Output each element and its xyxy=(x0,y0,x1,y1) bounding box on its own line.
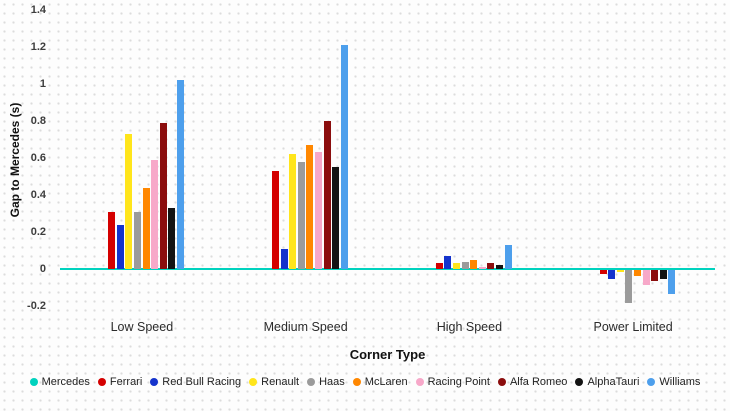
legend-item: Mercedes xyxy=(29,376,90,388)
bar-red-bull-racing xyxy=(444,256,452,269)
y-tick-label: 0.4 xyxy=(30,189,46,201)
bar-renault xyxy=(452,263,460,269)
legend-label: Red Bull Racing xyxy=(162,376,242,388)
bar-ferrari xyxy=(272,170,280,269)
bar-alphatauri xyxy=(495,265,503,269)
bar-racing-point xyxy=(315,152,323,269)
legend-swatch-icon xyxy=(249,378,258,386)
category-label: Power Limited xyxy=(593,320,673,334)
bar-haas xyxy=(134,211,142,269)
legend-item: Williams xyxy=(647,376,700,388)
legend-swatch-icon xyxy=(97,378,106,386)
legend-item: Renault xyxy=(249,376,299,388)
bar-alphatauri xyxy=(168,207,176,269)
legend-swatch-icon xyxy=(415,378,424,386)
bar-renault xyxy=(289,154,297,269)
bar-williams xyxy=(177,80,185,269)
y-tick-label: -0.2 xyxy=(27,300,46,312)
bar-alphatauri xyxy=(659,270,667,280)
category-label: Medium Speed xyxy=(263,320,348,334)
legend-swatch-icon xyxy=(352,378,361,386)
category-label: Low Speed xyxy=(110,320,174,334)
legend-swatch-icon xyxy=(307,378,316,386)
bar-ferrari xyxy=(599,270,607,274)
y-tick-label: 0.2 xyxy=(30,226,46,238)
bar-mclaren xyxy=(306,145,314,269)
plot-area xyxy=(60,10,715,306)
y-axis: -0.2 0 0.2 0.4 0.6 0.8 1 1.2 1.4 xyxy=(0,4,50,312)
zero-baseline xyxy=(60,268,715,270)
bar-renault xyxy=(616,270,624,272)
bar-williams xyxy=(504,244,512,269)
legend-swatch-icon xyxy=(497,378,506,386)
bar-alphatauri xyxy=(332,167,340,269)
y-tick-label: 1.4 xyxy=(30,4,46,16)
legend-label: Mercedes xyxy=(41,376,90,388)
bar-red-bull-racing xyxy=(280,248,288,269)
legend-item: Haas xyxy=(307,376,345,388)
bar-williams xyxy=(340,45,348,269)
legend-item: Ferrari xyxy=(97,376,143,388)
y-tick-label: 0.6 xyxy=(30,152,46,164)
bar-williams xyxy=(668,270,676,295)
bar-ferrari xyxy=(435,263,443,269)
bar-mclaren xyxy=(633,270,641,276)
bar-alfa-romeo xyxy=(159,122,167,269)
legend-label: AlphaTauri xyxy=(587,376,640,388)
legend-label: Alfa Romeo xyxy=(509,376,568,388)
bar-red-bull-racing xyxy=(608,270,616,280)
legend-item: McLaren xyxy=(352,376,408,388)
legend-label: McLaren xyxy=(364,376,408,388)
bar-racing-point xyxy=(642,270,650,285)
bar-haas xyxy=(461,261,469,269)
legend: Mercedes Ferrari Red Bull Racing Renault Haa… xyxy=(0,376,730,388)
bar-red-bull-racing xyxy=(116,224,124,269)
category-label: High Speed xyxy=(436,320,503,334)
x-axis-title: Corner Type xyxy=(349,347,426,362)
legend-item: Red Bull Racing xyxy=(150,376,241,388)
legend-label: Racing Point xyxy=(427,376,490,388)
y-tick-label: 0 xyxy=(39,263,46,275)
bar-ferrari xyxy=(108,211,116,269)
legend-label: Ferrari xyxy=(109,376,143,388)
bar-mclaren xyxy=(142,187,150,269)
bar-racing-point xyxy=(478,267,486,269)
bar-haas xyxy=(297,161,305,269)
y-tick-label: 0.8 xyxy=(30,115,46,127)
legend-label: Renault xyxy=(261,376,300,388)
legend-label: Williams xyxy=(659,376,701,388)
x-axis-category-labels: Low Speed Medium Speed High Speed Power Lim… xyxy=(60,320,715,334)
bar-renault xyxy=(125,133,133,269)
legend-item: Racing Point xyxy=(415,376,490,388)
legend-swatch-icon xyxy=(29,378,38,386)
bar-alfa-romeo xyxy=(487,263,495,269)
bar-alfa-romeo xyxy=(323,121,331,269)
legend-swatch-icon xyxy=(150,378,159,386)
legend-item: AlphaTauri xyxy=(575,376,639,388)
bar-alfa-romeo xyxy=(651,270,659,282)
bar-mclaren xyxy=(470,259,478,269)
bar-haas xyxy=(625,270,633,304)
y-tick-label: 1.2 xyxy=(30,41,46,53)
legend-swatch-icon xyxy=(575,378,584,386)
legend-label: Haas xyxy=(319,376,345,388)
legend-swatch-icon xyxy=(647,378,656,386)
bar-racing-point xyxy=(151,159,159,269)
legend-item: Alfa Romeo xyxy=(497,376,568,388)
y-tick-label: 1 xyxy=(39,78,46,90)
